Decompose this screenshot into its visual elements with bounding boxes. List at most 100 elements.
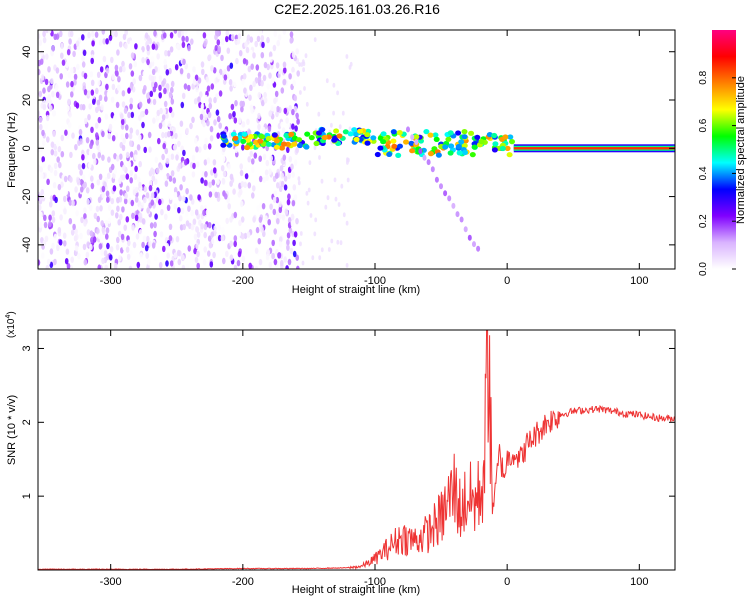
noise-blob: [249, 84, 253, 92]
noise-blob: [70, 80, 74, 88]
noise-blob: [241, 121, 246, 128]
noise-blob: [135, 233, 140, 240]
noise-blob: [151, 68, 156, 76]
noise-blob: [95, 139, 100, 146]
noise-blob: [90, 182, 95, 190]
noise-blob: [257, 76, 262, 83]
noise-blob: [234, 146, 239, 153]
colorbar-tick-label: 0.4: [698, 166, 709, 180]
noise-blob: [96, 215, 100, 223]
noise-blob: [286, 244, 290, 251]
noise-blob: [61, 59, 66, 66]
noise-blob: [280, 180, 285, 188]
noise-blob: [106, 242, 110, 250]
branch-blob: [476, 245, 481, 252]
noise-blob: [99, 66, 104, 73]
echo-blob: [456, 150, 463, 156]
noise-blob: [90, 236, 94, 244]
noise-blob: [54, 196, 58, 204]
noise-blob: [59, 30, 63, 38]
echo-blob: [304, 131, 311, 137]
echo-blob: [271, 132, 278, 138]
branch-blob: [455, 211, 460, 218]
x-tick-label: -200: [232, 275, 254, 287]
noise-blob: [50, 77, 54, 85]
noise-blob: [96, 99, 101, 106]
echo-blob: [257, 138, 264, 144]
noise-blob: [69, 176, 73, 183]
noise-blob: [165, 243, 169, 250]
noise-blob: [237, 250, 242, 258]
noise-blob: [189, 194, 193, 201]
noise-blob: [122, 33, 127, 41]
noise-blob: [308, 160, 312, 166]
noise-blob: [138, 181, 142, 189]
noise-blob: [317, 111, 321, 117]
noise-blob: [203, 246, 207, 253]
noise-blob: [295, 112, 299, 120]
noise-blob: [69, 151, 73, 159]
noise-blob: [251, 192, 255, 199]
noise-blob: [137, 176, 141, 183]
noise-blob: [336, 239, 340, 245]
noise-blob: [133, 154, 138, 161]
echo-blob: [321, 134, 328, 141]
noise-blob: [174, 132, 178, 140]
noise-blob: [159, 107, 163, 115]
noise-blob: [146, 207, 150, 214]
colorbar-tick-label: 0.0: [698, 262, 709, 276]
echo-blob: [447, 130, 454, 136]
noise-blob: [50, 149, 55, 156]
noise-blob: [93, 212, 98, 220]
noise-blob: [141, 121, 145, 129]
noise-blob: [158, 75, 163, 82]
noise-blob: [216, 39, 221, 46]
noise-blob: [95, 205, 100, 213]
branch-blob: [422, 154, 427, 161]
noise-blob: [64, 188, 69, 196]
noise-blob: [113, 114, 117, 122]
noise-blob: [235, 57, 239, 65]
noise-blob: [134, 43, 138, 50]
noise-blob: [258, 175, 263, 183]
noise-blob: [216, 178, 220, 186]
noise-blob: [184, 210, 189, 217]
noise-blob: [75, 40, 80, 47]
colorbar: 0.0 0.2 0.4 0.6 0.8 Normalized spectral ampl…: [698, 30, 747, 276]
echo-blob: [351, 127, 358, 133]
noise-blob: [185, 220, 190, 227]
noise-blob: [143, 146, 147, 154]
noise-blob: [220, 226, 225, 234]
noise-blob: [236, 38, 241, 45]
noise-blob: [75, 102, 80, 109]
noise-blob: [127, 161, 132, 168]
noise-blob: [175, 154, 179, 161]
noise-blob: [238, 117, 242, 124]
echo-blob: [347, 131, 354, 137]
noise-blob: [187, 205, 191, 212]
echo-blob: [509, 139, 515, 145]
noise-blob: [272, 196, 277, 203]
noise-blob: [220, 54, 224, 62]
noise-blob: [115, 212, 119, 219]
noise-blob: [199, 91, 203, 98]
noise-blob: [98, 94, 103, 102]
noise-blob: [169, 124, 174, 132]
noise-blob: [217, 234, 222, 242]
noise-blob: [286, 146, 290, 153]
noise-blob: [64, 258, 69, 265]
noise-blob: [153, 230, 157, 238]
noise-blob: [214, 191, 218, 198]
noise-blob: [196, 161, 200, 168]
noise-blob: [205, 76, 209, 83]
echo-blob: [447, 150, 454, 156]
noise-blob: [249, 36, 254, 43]
noise-blob: [161, 80, 165, 87]
noise-blob: [53, 233, 58, 241]
noise-blob: [125, 216, 130, 223]
noise-blob: [137, 205, 142, 212]
noise-blob: [309, 213, 313, 218]
noise-blob: [181, 254, 185, 261]
noise-blob: [121, 206, 125, 213]
